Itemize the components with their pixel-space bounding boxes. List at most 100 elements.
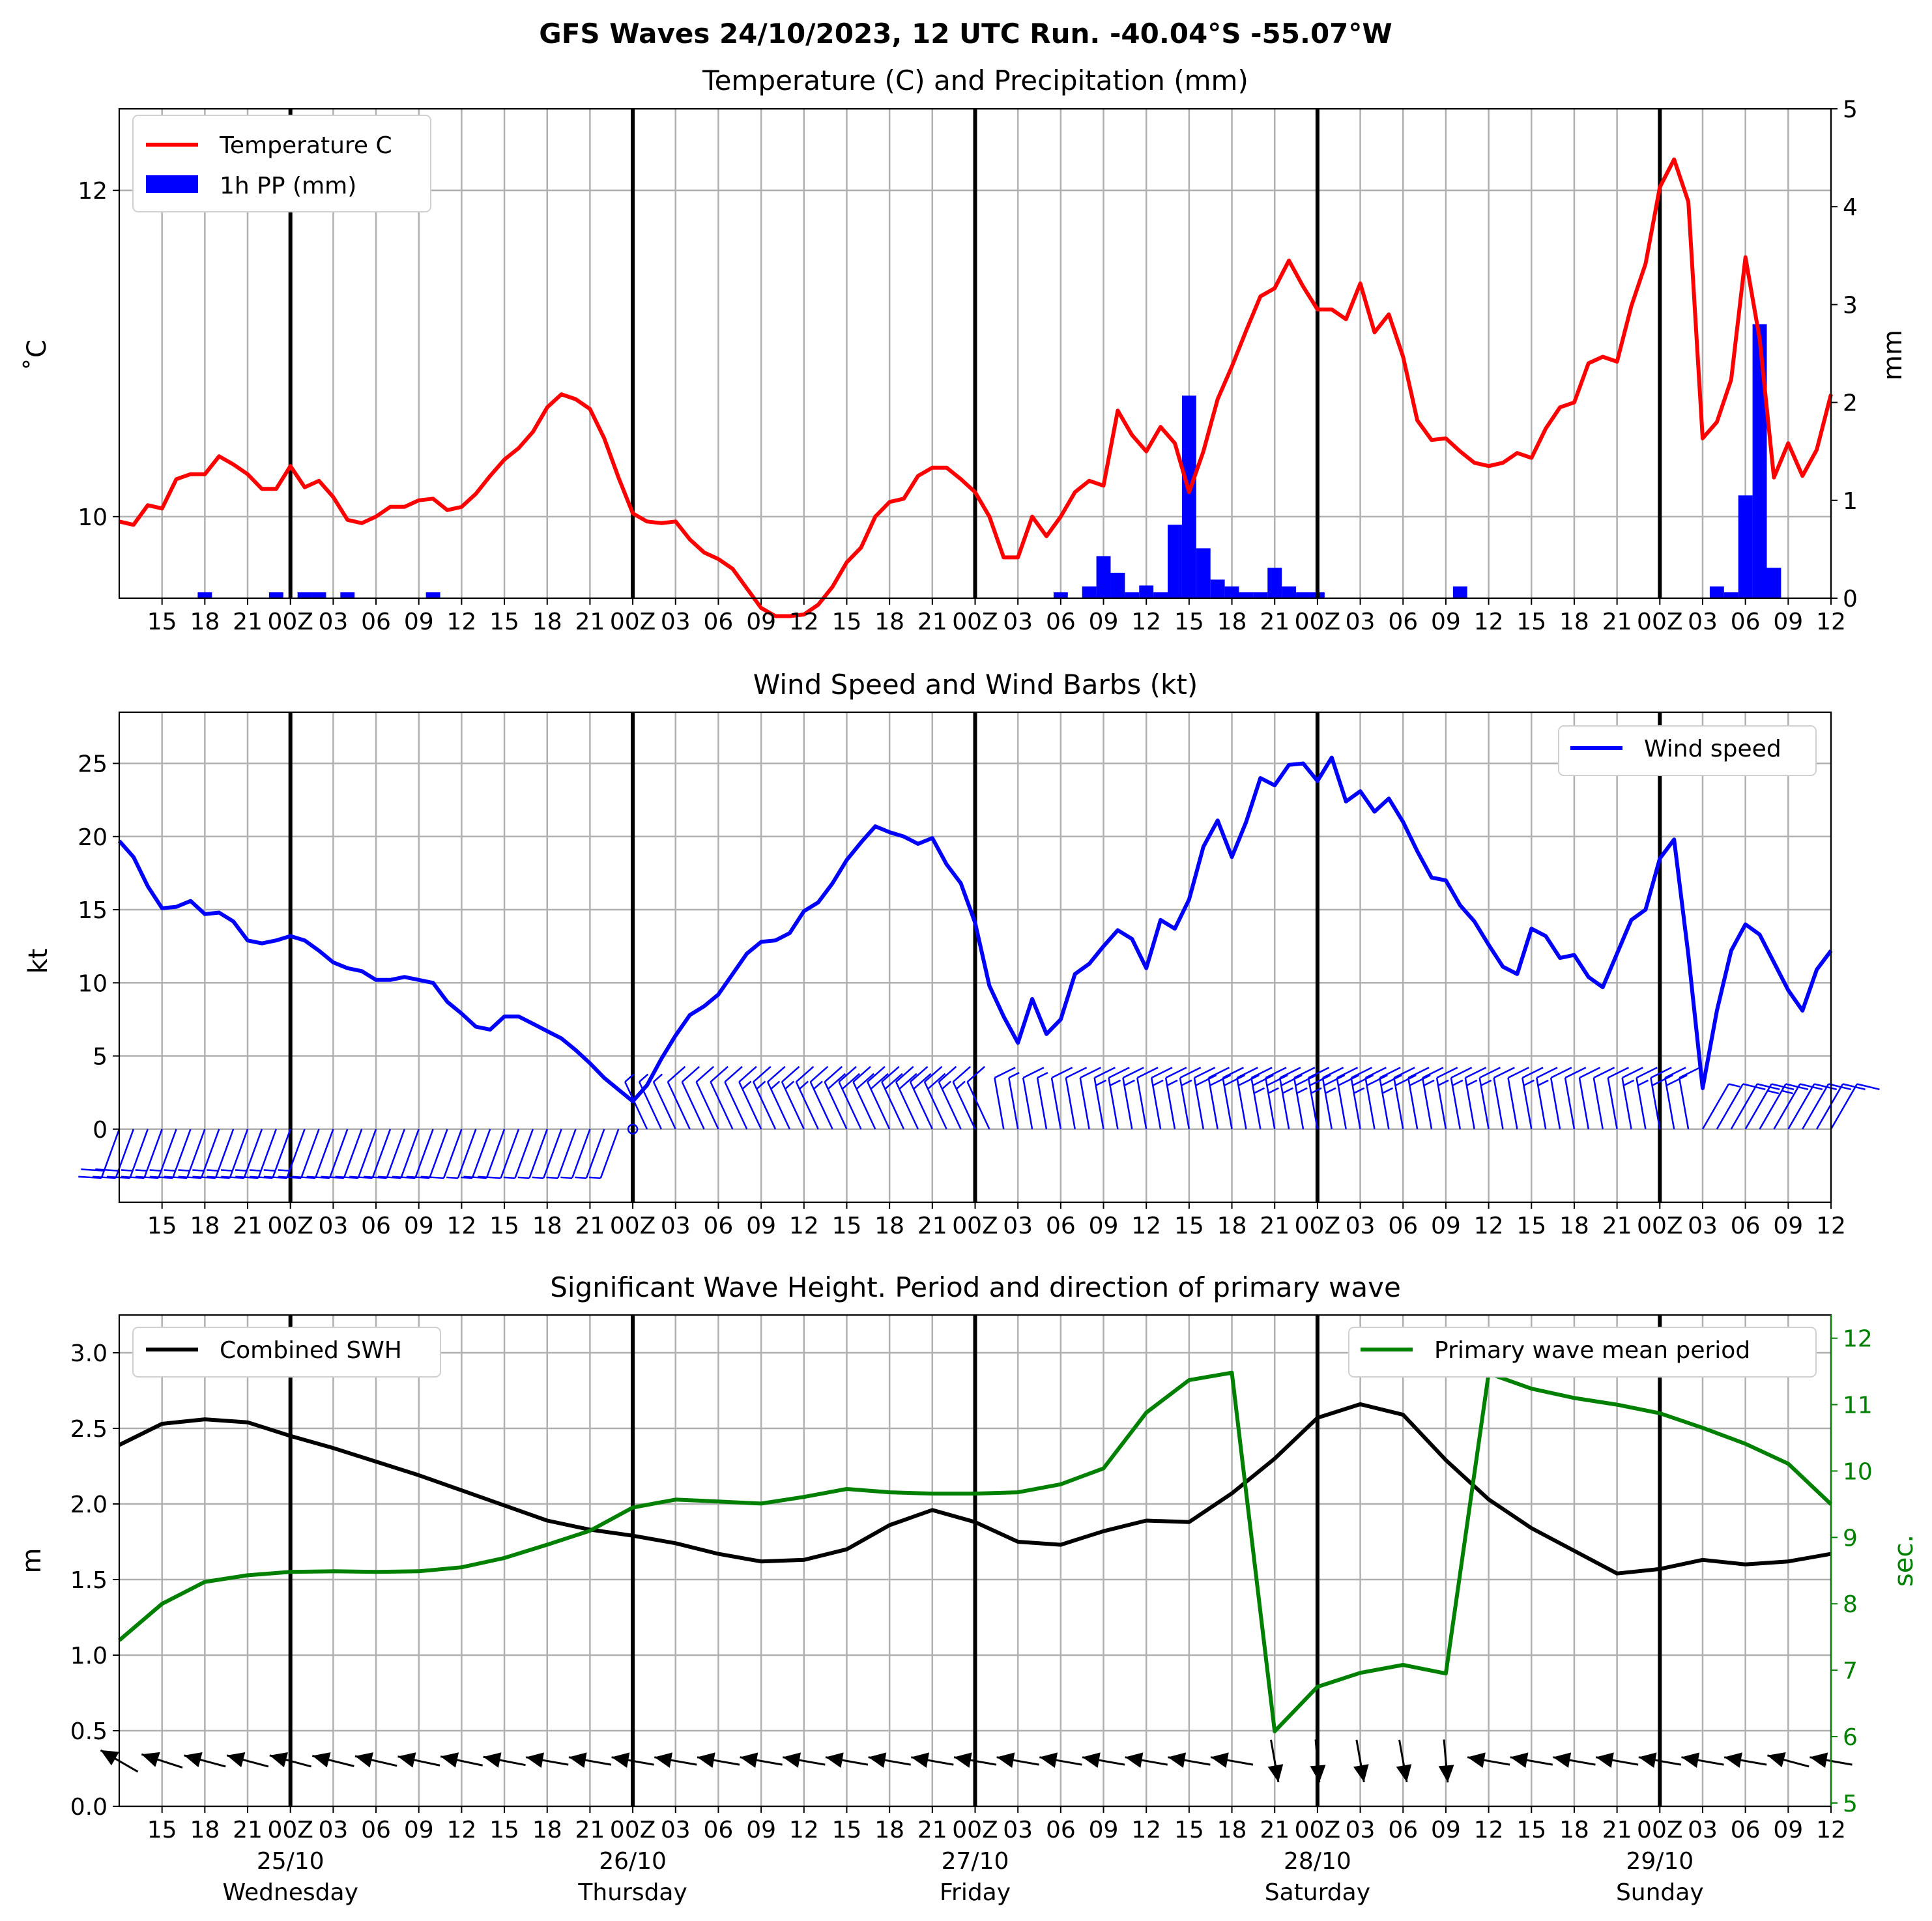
x-tick-label: 09: [1089, 1213, 1119, 1239]
barb-half-flag: [503, 1176, 515, 1179]
barb-flag: [1080, 1067, 1102, 1079]
wave-direction-arrow: [1467, 1752, 1510, 1769]
wind-barb: [1207, 1067, 1232, 1129]
barb-flag: [1308, 1067, 1330, 1079]
x-tick-label: 15: [147, 1817, 177, 1843]
wind-barb: [420, 1129, 463, 1179]
barb-flag: [1238, 1074, 1260, 1086]
temperature-line: [119, 157, 1833, 618]
arrow-head: [1353, 1764, 1369, 1782]
temp-y-ticks: 10 12: [78, 178, 119, 531]
wind-barb: [952, 1065, 976, 1130]
day-date-label: 26/10: [599, 1848, 667, 1875]
barb-shaft: [357, 1129, 377, 1179]
arrow-head: [100, 1750, 119, 1766]
barb-half-flag: [149, 1169, 162, 1172]
barb-flag: [1507, 1067, 1529, 1079]
barb-flag: [1194, 1067, 1216, 1079]
x-tick-label: 21: [233, 1817, 263, 1843]
x-tick-label: 21: [917, 1817, 947, 1843]
x-tick-label: 00Z: [1295, 1213, 1340, 1239]
wind-barb: [1050, 1067, 1073, 1129]
barb-shaft: [414, 1129, 434, 1179]
wave-direction-arrow: [1125, 1752, 1168, 1769]
wind-line-layer: [117, 755, 1833, 1104]
barb-flag: [895, 1065, 914, 1083]
barb-flag: [1295, 1074, 1317, 1086]
barb-half-flag: [742, 1080, 752, 1090]
precip-bar: [268, 592, 283, 598]
wind-barb: [292, 1129, 334, 1179]
wave-direction-arrow: [1267, 1739, 1284, 1783]
day-date-label: 27/10: [942, 1848, 1009, 1875]
barb-shaft: [1122, 1077, 1133, 1129]
barb-half-flag: [461, 1176, 472, 1179]
barb-shaft: [1759, 1083, 1787, 1130]
x-tick-label: 12: [1474, 609, 1504, 635]
wind-ylabel: kt: [23, 949, 53, 974]
barb-flag: [1742, 1083, 1766, 1091]
arrow-head: [141, 1752, 160, 1767]
wind-barb: [192, 1129, 235, 1179]
barb-shaft: [471, 1129, 491, 1179]
barb-flag: [1679, 1067, 1701, 1079]
barb-shaft: [1379, 1077, 1390, 1129]
barb-shaft: [1293, 1077, 1305, 1129]
wave-direction-arrow: [1638, 1752, 1682, 1769]
barb-half-flag: [1437, 1079, 1449, 1086]
barb-flag: [1022, 1067, 1045, 1079]
wind-barb: [1265, 1067, 1288, 1129]
barb-shaft: [371, 1129, 392, 1179]
barb-half-flag: [1152, 1079, 1164, 1086]
barb-flag: [1136, 1067, 1159, 1079]
wind-barb: [1478, 1067, 1501, 1129]
x-tick-label: 21: [575, 1817, 605, 1843]
y-tick-label: 20: [78, 824, 108, 851]
wave-day-separators: [288, 1315, 1662, 1806]
precip-bar: [1709, 586, 1724, 598]
barb-shaft: [681, 1081, 705, 1130]
barb-flag: [867, 1065, 886, 1083]
x-tick-label: 09: [746, 1817, 776, 1843]
barb-half-flag: [1110, 1079, 1121, 1086]
barb-flag: [306, 1176, 330, 1179]
barb-shaft: [809, 1081, 833, 1130]
barb-flag: [899, 1073, 917, 1090]
x-tick-label: 03: [1346, 1213, 1376, 1239]
precip-bar: [1723, 592, 1738, 598]
precip-bar: [1766, 568, 1781, 598]
wind-barb: [575, 1129, 605, 1179]
y-tick-label: 0.5: [70, 1718, 108, 1745]
y2-tick-label: 2: [1843, 390, 1858, 417]
x-tick-label: 09: [1773, 609, 1803, 635]
barb-half-flag: [653, 1073, 663, 1083]
x-tick-label: 00Z: [1637, 609, 1682, 635]
wave-direction-arrow: [525, 1752, 569, 1769]
barb-half-flag: [785, 1080, 795, 1090]
barb-half-flag: [207, 1169, 218, 1172]
barb-shaft: [143, 1129, 163, 1179]
barb-shaft: [1065, 1077, 1076, 1129]
barb-shaft: [1193, 1077, 1204, 1129]
x-tick-label: 18: [1217, 1817, 1247, 1843]
precip-bar: [197, 592, 212, 598]
barb-half-flag: [263, 1169, 276, 1172]
barb-flag: [1250, 1067, 1273, 1079]
precip-bar: [1153, 592, 1168, 598]
panel-title-waves: Significant Wave Height. Period and dire…: [550, 1271, 1401, 1303]
barb-shaft: [1050, 1077, 1062, 1129]
wind-barb: [532, 1129, 562, 1179]
x-tick-label: 15: [1174, 1817, 1204, 1843]
barb-flag: [767, 1065, 786, 1083]
y-tick-label: 2.0: [70, 1492, 108, 1518]
wind-barb: [1150, 1067, 1173, 1129]
temp-day-separators: [288, 109, 1662, 598]
barb-half-flag: [589, 1176, 601, 1179]
wave-direction-arrow: [483, 1752, 526, 1768]
x-tick-label: 18: [532, 1817, 562, 1843]
wind-barb: [321, 1129, 363, 1179]
x-tick-label: 12: [1474, 1817, 1504, 1843]
y2-tick-label: 8: [1843, 1591, 1858, 1618]
x-tick-label: 12: [446, 1213, 476, 1239]
barb-flag: [164, 1176, 188, 1179]
